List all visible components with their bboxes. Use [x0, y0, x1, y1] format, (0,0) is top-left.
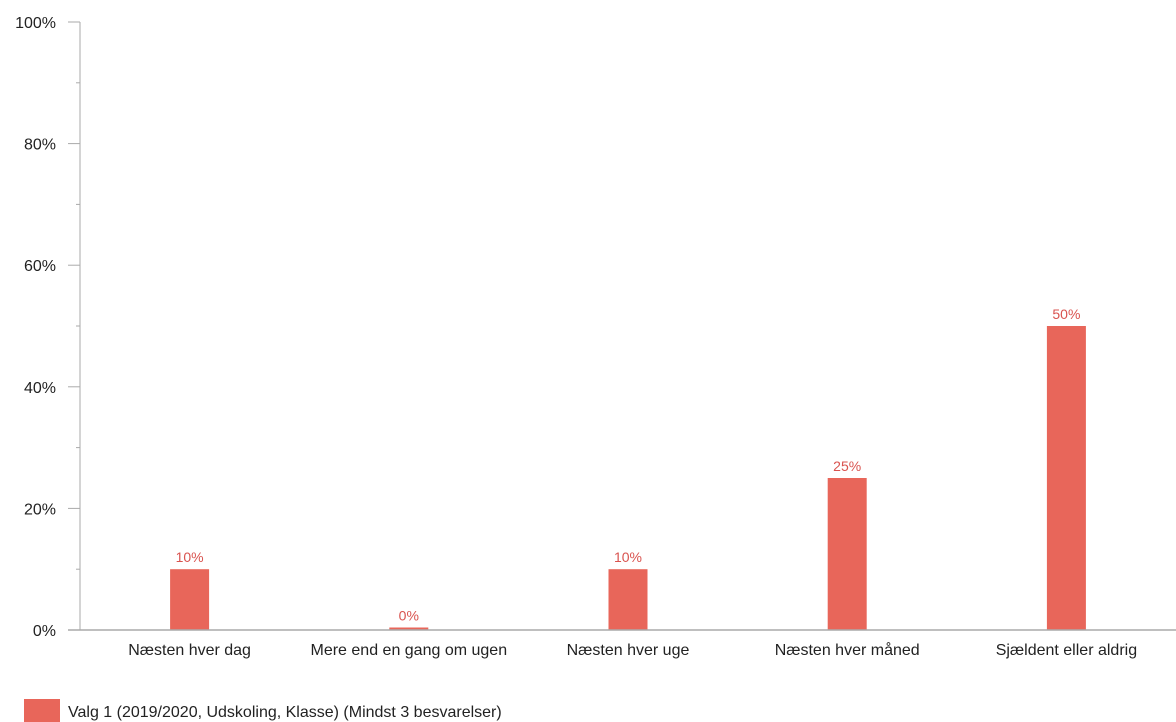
legend: Valg 1 (2019/2020, Udskoling, Klasse) (M… [24, 699, 502, 722]
data-label: 0% [399, 608, 419, 624]
data-label: 25% [833, 458, 861, 474]
y-tick-label: 40% [24, 380, 56, 397]
x-tick-label: Næsten hver dag [128, 642, 251, 659]
y-axis-ticks: 0% 20% 40% 60% 80% 100% [15, 15, 80, 640]
bar [827, 478, 867, 630]
bar [608, 569, 648, 630]
y-tick-label: 20% [24, 501, 56, 518]
y-tick-label: 60% [24, 258, 56, 275]
y-tick-label: 0% [33, 623, 56, 640]
y-tick-label: 80% [24, 137, 56, 154]
x-tick-label: Sjældent eller aldrig [996, 642, 1137, 659]
data-label: 10% [176, 549, 204, 565]
y-tick-label: 100% [15, 15, 56, 32]
data-label: 50% [1052, 306, 1080, 322]
data-label: 10% [614, 549, 642, 565]
data-labels: 10% 0% 10% 25% 50% [176, 306, 1081, 624]
y-axis-minor-ticks [76, 82, 80, 570]
legend-label: Valg 1 (2019/2020, Udskoling, Klasse) (M… [68, 704, 502, 721]
bar [1046, 326, 1086, 630]
x-tick-label: Næsten hver uge [567, 642, 690, 659]
bars [170, 326, 1086, 630]
legend-swatch [24, 699, 60, 722]
bar [170, 569, 210, 630]
x-axis-labels: Næsten hver dag Mere end en gang om ugen N… [128, 641, 1137, 659]
x-tick-label: Næsten hver måned [775, 641, 920, 659]
x-tick-label: Mere end en gang om ugen [311, 642, 508, 659]
bar [389, 627, 429, 630]
